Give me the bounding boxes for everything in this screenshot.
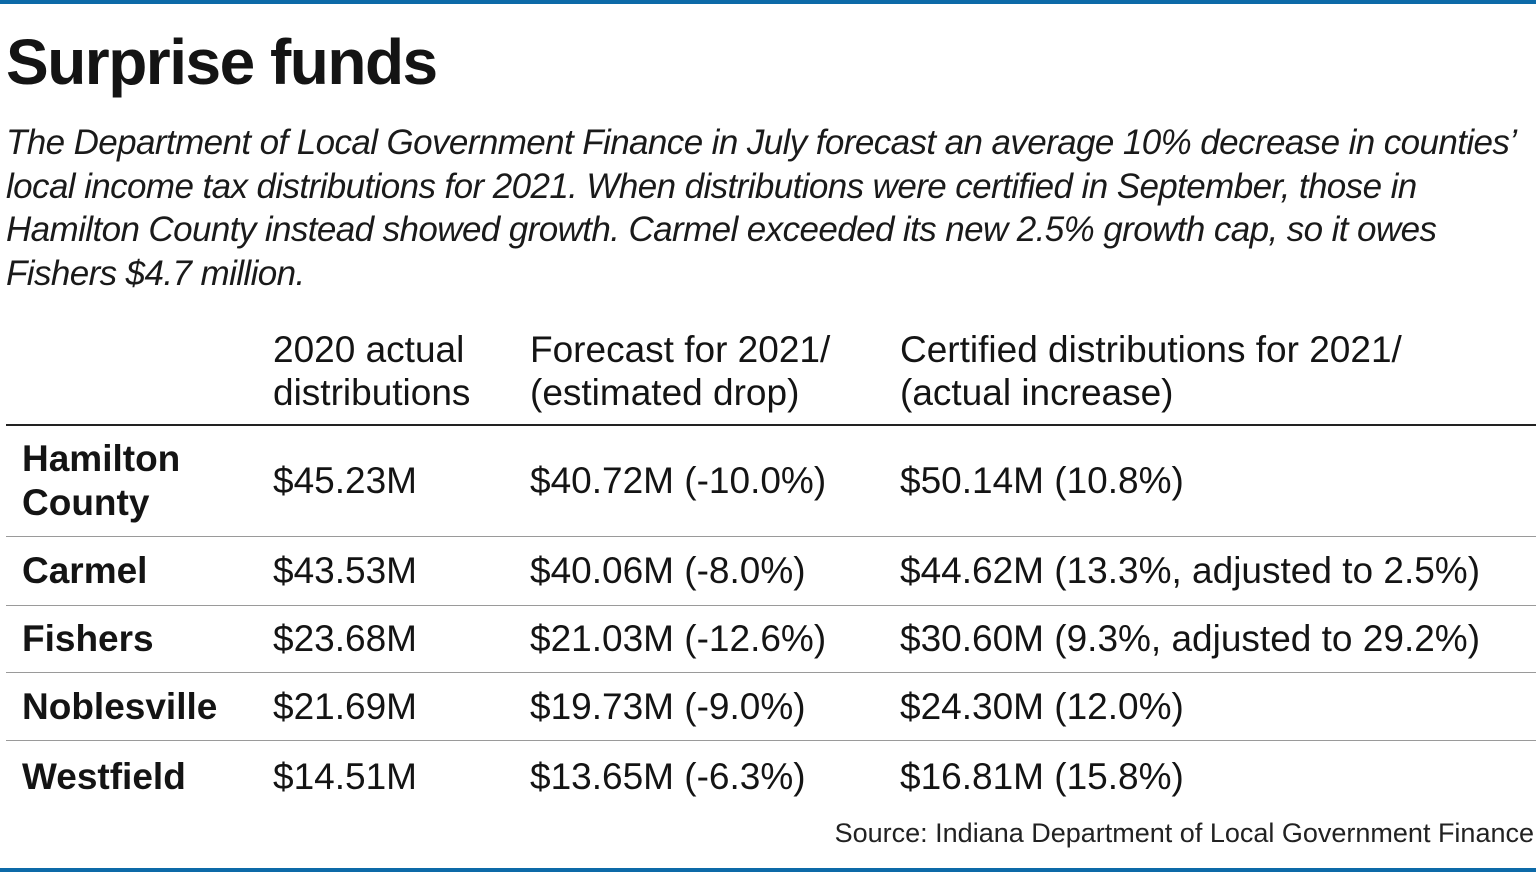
cell-2020-actual: $43.53M: [273, 550, 417, 591]
cell-certified-2021: $44.62M (13.3%, adjusted to 2.5%): [900, 550, 1481, 591]
cell-certified-2021: $50.14M (10.8%): [900, 460, 1184, 501]
cell-certified-2021: $16.81M (15.8%): [900, 756, 1184, 797]
row-name: Noblesville: [22, 685, 218, 727]
cell-2020-actual: $14.51M: [273, 756, 417, 797]
table-row: Hamilton County $45.23M $40.72M (-10.0%)…: [0, 426, 1536, 536]
row-name: Westfield: [22, 756, 186, 797]
row-name: Hamilton County: [22, 438, 181, 523]
cell-2020-actual: $45.23M: [273, 460, 417, 501]
table-row: Westfield $14.51M $13.65M (-6.3%) $16.81…: [0, 741, 1536, 813]
column-header-2020-actual: 2020 actual distributions: [273, 329, 471, 413]
cell-certified-2021: $24.30M (12.0%): [900, 685, 1184, 727]
row-name: Fishers: [22, 618, 154, 659]
table-row: Fishers $23.68M $21.03M (-12.6%) $30.60M…: [0, 606, 1536, 672]
cell-forecast-2021: $40.72M (-10.0%): [530, 460, 827, 501]
cell-forecast-2021: $21.03M (-12.6%): [530, 618, 827, 659]
chart-subtitle: The Department of Local Government Finan…: [6, 123, 1515, 293]
column-header-forecast-2021: Forecast for 2021/ (estimated drop): [530, 329, 831, 413]
row-divider: [6, 672, 1536, 673]
cell-forecast-2021: $13.65M (-6.3%): [530, 756, 806, 797]
row-divider: [6, 740, 1536, 741]
row-name: Carmel: [22, 550, 148, 591]
bottom-accent-rule: [0, 868, 1536, 872]
cell-2020-actual: $23.68M: [273, 618, 417, 659]
chart-title: Surprise funds: [6, 26, 438, 98]
row-divider: [6, 536, 1536, 537]
cell-certified-2021: $30.60M (9.3%, adjusted to 29.2%): [900, 618, 1481, 659]
cell-forecast-2021: $19.73M (-9.0%): [530, 685, 806, 727]
table-row: Noblesville $21.69M $19.73M (-9.0%) $24.…: [0, 673, 1536, 740]
cell-2020-actual: $21.69M: [273, 685, 417, 727]
header-divider: [6, 424, 1536, 426]
row-divider: [6, 605, 1536, 606]
table-row: Carmel $43.53M $40.06M (-8.0%) $44.62M (…: [0, 537, 1536, 605]
top-accent-rule: [0, 0, 1536, 4]
cell-forecast-2021: $40.06M (-8.0%): [530, 550, 806, 591]
column-header-certified-2021: Certified distributions for 2021/ (actua…: [900, 329, 1402, 413]
source-note: Source: Indiana Department of Local Gove…: [834, 818, 1534, 848]
